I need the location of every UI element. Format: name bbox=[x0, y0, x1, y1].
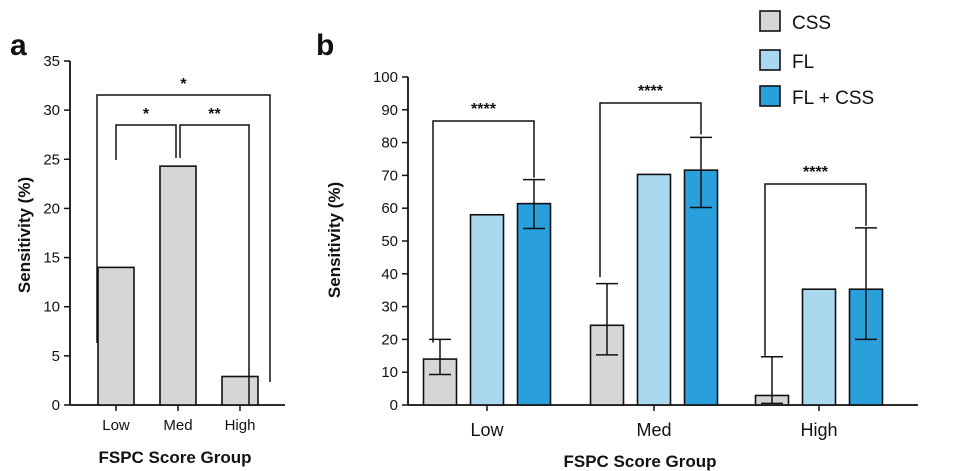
panel-b-significance-label: **** bbox=[803, 164, 829, 181]
panel-a-y-axis-label: Sensitivity (%) bbox=[15, 177, 34, 293]
panel-a-significance-label: * bbox=[143, 106, 150, 123]
panel-a-y-tick-label: 5 bbox=[52, 348, 60, 365]
panel-b-y-tick-label: 10 bbox=[381, 364, 398, 381]
panel-b-y-tick-label: 40 bbox=[381, 266, 398, 283]
panel-b-significance-label: **** bbox=[471, 101, 497, 118]
panel-a-y-tick-label: 20 bbox=[43, 200, 60, 217]
legend-label: CSS bbox=[792, 13, 831, 34]
panel-b-x-tick-label: Med bbox=[636, 420, 671, 440]
panel-a-y-tick-label: 10 bbox=[43, 299, 60, 316]
panel-b-bar-med-fl-css bbox=[683, 169, 719, 406]
panel-b-label: b bbox=[316, 29, 334, 62]
panel-b-y-axis-label: Sensitivity (%) bbox=[325, 182, 344, 298]
panel-a-y-tick-label: 30 bbox=[43, 102, 60, 119]
panel-a-y-tick-label: 25 bbox=[43, 151, 60, 168]
panel-b-y-tick-label: 60 bbox=[381, 200, 398, 217]
legend: CSS FL FL + CSS bbox=[759, 10, 874, 109]
legend-swatch-fl-css bbox=[759, 85, 781, 107]
panel-b-y-tick-label: 20 bbox=[381, 331, 398, 348]
legend-label: FL + CSS bbox=[792, 88, 874, 109]
panel-a-significance-bracket bbox=[115, 124, 177, 160]
panel-b-significance-label: **** bbox=[638, 83, 664, 100]
panel-b-x-tick-label: Low bbox=[470, 420, 504, 440]
panel-a-bar-low bbox=[97, 266, 135, 406]
panel-b-x-axis-label: FSPC Score Group bbox=[563, 452, 716, 471]
panel-a-x-tick-label: Med bbox=[163, 417, 192, 434]
panel-b-y-tick-label: 30 bbox=[381, 299, 398, 316]
legend-label: FL bbox=[792, 52, 814, 73]
panel-a-x-tick-label: Low bbox=[102, 417, 130, 434]
panel-a-y-tick-label: 15 bbox=[43, 250, 60, 267]
panel-b-bar-low-fl-css bbox=[516, 202, 552, 406]
panel-b-bar-low-fl bbox=[469, 213, 505, 406]
panel-b-significance-bracket bbox=[432, 120, 535, 343]
legend-swatch-css bbox=[759, 10, 781, 32]
panel-a-label: a bbox=[10, 29, 27, 62]
panel-a-y-tick-label: 0 bbox=[52, 397, 60, 414]
panel-b-y-tick-label: 50 bbox=[381, 233, 398, 250]
panel-a-significance-bracket bbox=[96, 94, 271, 382]
panel-b-plot: 0 10 20 30 40 50 60 70 80 90 100 Low Med High **** ****… bbox=[373, 69, 918, 440]
panel-b-significance-bracket bbox=[599, 102, 702, 278]
legend-swatch-fl bbox=[759, 49, 781, 71]
panel-a-y-tick-label: 35 bbox=[43, 53, 60, 70]
panel-b-x-tick-label: High bbox=[800, 420, 837, 440]
panel-b-y-tick-label: 80 bbox=[381, 135, 398, 152]
panel-a-bar-med bbox=[159, 165, 197, 406]
panel-b-significance-bracket bbox=[764, 183, 867, 356]
panel-b-y-tick-label: 70 bbox=[381, 167, 398, 184]
panel-b-bar-med-css bbox=[589, 324, 625, 406]
panel-b-bar-med-fl bbox=[636, 173, 672, 406]
panel-b-y-tick-label: 100 bbox=[373, 69, 398, 86]
panel-a-bar-high bbox=[221, 375, 259, 406]
panel-b-y-tick-label: 0 bbox=[390, 397, 398, 414]
panel-a-x-axis-label: FSPC Score Group bbox=[98, 448, 251, 467]
panel-a-significance-label: ** bbox=[208, 106, 221, 123]
panel-b-bar-high-fl bbox=[801, 288, 837, 406]
panel-a-x-tick-label: High bbox=[225, 417, 256, 434]
panel-a-significance-label: * bbox=[180, 76, 187, 93]
panel-b-y-tick-label: 90 bbox=[381, 102, 398, 119]
panel-a-significance-bracket bbox=[179, 124, 250, 405]
